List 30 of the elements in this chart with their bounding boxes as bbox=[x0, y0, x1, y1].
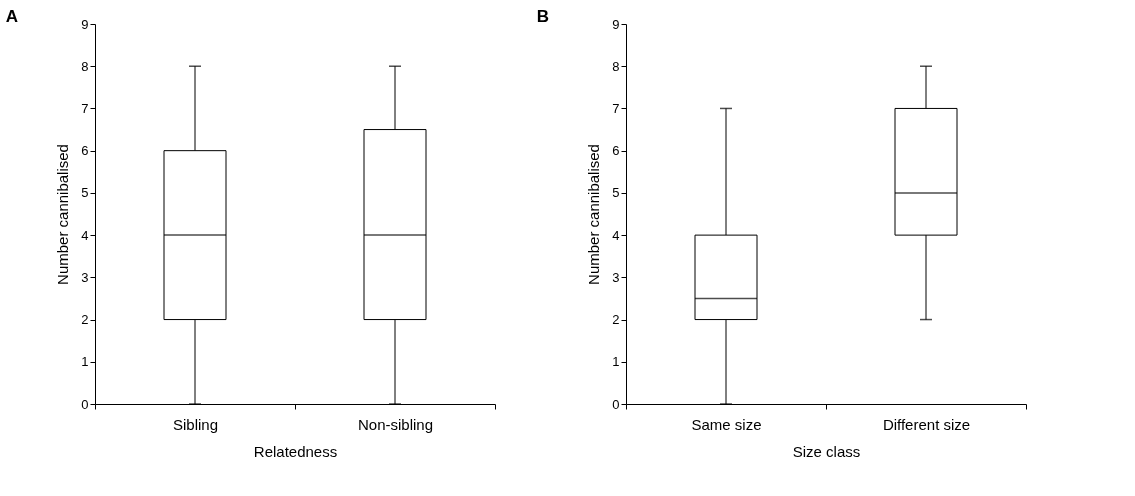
x-tick-label: Different size bbox=[882, 415, 971, 433]
y-tick-label: 1 bbox=[81, 354, 89, 370]
y-tick-label: 5 bbox=[612, 185, 620, 201]
y-tick-label: 3 bbox=[612, 269, 620, 285]
y-tick-label: 9 bbox=[612, 16, 620, 32]
y-tick-label: 7 bbox=[81, 100, 89, 116]
y-tick-label: 0 bbox=[81, 396, 89, 412]
y-tick-label: 3 bbox=[81, 269, 89, 285]
y-tick-label: 7 bbox=[612, 100, 620, 116]
chart-title: A bbox=[5, 7, 19, 26]
y-axis-title: Number cannibalised bbox=[585, 144, 603, 285]
x-tick-label: Non-sibling bbox=[357, 415, 434, 433]
y-tick-label: 0 bbox=[612, 396, 620, 412]
x-tick-label: Sibling bbox=[172, 415, 219, 433]
y-tick-label: 8 bbox=[612, 58, 620, 74]
y-tick-label: 8 bbox=[81, 58, 89, 74]
chart-title: B bbox=[536, 7, 550, 26]
x-axis-title: Relatedness bbox=[253, 442, 338, 460]
y-tick-label: 6 bbox=[81, 143, 89, 159]
x-axis-title: Size class bbox=[792, 442, 861, 460]
y-tick-label: 2 bbox=[612, 312, 620, 328]
y-tick-label: 4 bbox=[612, 227, 620, 243]
y-tick-label: 2 bbox=[81, 312, 89, 328]
x-tick-label: Same size bbox=[691, 415, 762, 433]
y-tick-label: 1 bbox=[612, 354, 620, 370]
y-tick-label: 5 bbox=[81, 185, 89, 201]
y-tick-label: 9 bbox=[81, 16, 89, 32]
y-tick-label: 6 bbox=[612, 143, 620, 159]
y-axis-title: Number cannibalised bbox=[54, 144, 72, 285]
y-tick-label: 4 bbox=[81, 227, 89, 243]
